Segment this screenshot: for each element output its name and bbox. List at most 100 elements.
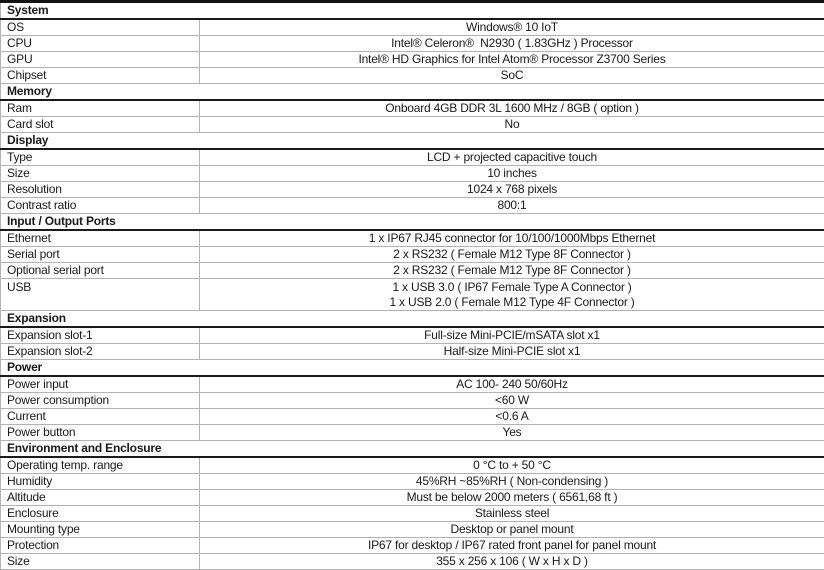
spec-value-line: Half-size Mini-PCIE slot x1	[200, 344, 824, 359]
spec-label: Current	[1, 409, 200, 425]
spec-value-line: 2 x RS232 ( Female M12 Type 8F Connector…	[200, 247, 824, 262]
spec-label: Serial port	[1, 247, 200, 263]
spec-label: Size	[1, 166, 200, 182]
spec-label: USB	[1, 279, 200, 311]
spec-value: SoC	[200, 68, 824, 84]
spec-value: Onboard 4GB DDR 3L 1600 MHz / 8GB ( opti…	[200, 100, 824, 117]
section-title: Environment and Enclosure	[1, 441, 824, 458]
spec-value: LCD + projected capacitive touch	[200, 149, 824, 166]
section-title: System	[1, 2, 824, 20]
spec-label: Altitude	[1, 490, 200, 506]
spec-label: Operating temp. range	[1, 457, 200, 474]
spec-value-line: 2 x RS232 ( Female M12 Type 8F Connector…	[200, 263, 824, 278]
spec-value: Intel® Celeron® N2930 ( 1.83GHz ) Proces…	[200, 36, 824, 52]
spec-label: Humidity	[1, 474, 200, 490]
spec-label: Enclosure	[1, 506, 200, 522]
section-header-row: Expansion	[1, 311, 824, 328]
spec-value-line: Windows® 10 IoT	[200, 20, 824, 35]
spec-row: Current<0.6 A	[1, 409, 824, 425]
spec-value: 800:1	[200, 198, 824, 214]
spec-value-line: 10 inches	[200, 166, 824, 181]
section-title: Expansion	[1, 311, 824, 328]
spec-label: Type	[1, 149, 200, 166]
spec-label: CPU	[1, 36, 200, 52]
spec-label: Ram	[1, 100, 200, 117]
spec-label: Contrast ratio	[1, 198, 200, 214]
section-header-row: Input / Output Ports	[1, 214, 824, 231]
spec-label: Power input	[1, 376, 200, 393]
spec-value: Windows® 10 IoT	[200, 19, 824, 36]
spec-label: GPU	[1, 52, 200, 68]
spec-label: Chipset	[1, 68, 200, 84]
spec-value-line: Intel® HD Graphics for Intel Atom® Proce…	[200, 52, 824, 67]
section-title: Power	[1, 360, 824, 377]
section-header-row: System	[1, 2, 824, 20]
spec-value-line: IP67 for desktop / IP67 rated front pane…	[200, 538, 824, 553]
spec-value: <0.6 A	[200, 409, 824, 425]
section-header-row: Memory	[1, 84, 824, 101]
section-header-row: Display	[1, 133, 824, 150]
spec-value: AC 100- 240 50/60Hz	[200, 376, 824, 393]
section-header-row: Power	[1, 360, 824, 377]
spec-value: 1 x IP67 RJ45 connector for 10/100/1000M…	[200, 230, 824, 247]
spec-value: Yes	[200, 425, 824, 441]
spec-value: IP67 for desktop / IP67 rated front pane…	[200, 538, 824, 554]
spec-value-line: 800:1	[200, 198, 824, 213]
spec-value-line: Onboard 4GB DDR 3L 1600 MHz / 8GB ( opti…	[200, 101, 824, 116]
spec-value-line: Desktop or panel mount	[200, 522, 824, 537]
spec-value-line: Stainless steel	[200, 506, 824, 521]
section-title: Display	[1, 133, 824, 150]
spec-value-line: Must be below 2000 meters ( 6561,68 ft )	[200, 490, 824, 505]
spec-value-line: <0.6 A	[200, 409, 824, 424]
spec-label: Optional serial port	[1, 263, 200, 279]
section-title: Memory	[1, 84, 824, 101]
section-title: Input / Output Ports	[1, 214, 824, 231]
spec-value-line: LCD + projected capacitive touch	[200, 150, 824, 165]
spec-value-line: Yes	[200, 425, 824, 440]
spec-value-line: 0 °C to + 50 °C	[200, 458, 824, 473]
spec-value-line: Full-size Mini-PCIE/mSATA slot x1	[200, 328, 824, 343]
spec-value: Must be below 2000 meters ( 6561,68 ft )	[200, 490, 824, 506]
spec-value-line: <60 W	[200, 393, 824, 408]
spec-value: No	[200, 117, 824, 133]
spec-label: Expansion slot-2	[1, 344, 200, 360]
spec-label: Ethernet	[1, 230, 200, 247]
spec-value: 0 °C to + 50 °C	[200, 457, 824, 474]
spec-value: Desktop or panel mount	[200, 522, 824, 538]
spec-label: Resolution	[1, 182, 200, 198]
section-header-row: Environment and Enclosure	[1, 441, 824, 458]
spec-value-line: 1 x USB 2.0 ( Female M12 Type 4F Connect…	[200, 295, 824, 310]
spec-label: Card slot	[1, 117, 200, 133]
spec-label: Power button	[1, 425, 200, 441]
spec-label: OS	[1, 19, 200, 36]
spec-value: Intel® HD Graphics for Intel Atom® Proce…	[200, 52, 824, 68]
spec-label: Expansion slot-1	[1, 327, 200, 344]
spec-value-line: AC 100- 240 50/60Hz	[200, 377, 824, 392]
spec-value-line: Intel® Celeron® N2930 ( 1.83GHz ) Proces…	[200, 36, 824, 51]
spec-value-line: SoC	[200, 68, 824, 83]
spec-value: <60 W	[200, 393, 824, 409]
spec-value: 10 inches	[200, 166, 824, 182]
spec-value: 45%RH ~85%RH ( Non-condensing )	[200, 474, 824, 490]
spec-label: Power consumption	[1, 393, 200, 409]
spec-value: 1 x USB 3.0 ( IP67 Female Type A Connect…	[200, 279, 824, 311]
spec-value: 2 x RS232 ( Female M12 Type 8F Connector…	[200, 247, 824, 263]
spec-value-line: 1024 x 768 pixels	[200, 182, 824, 197]
